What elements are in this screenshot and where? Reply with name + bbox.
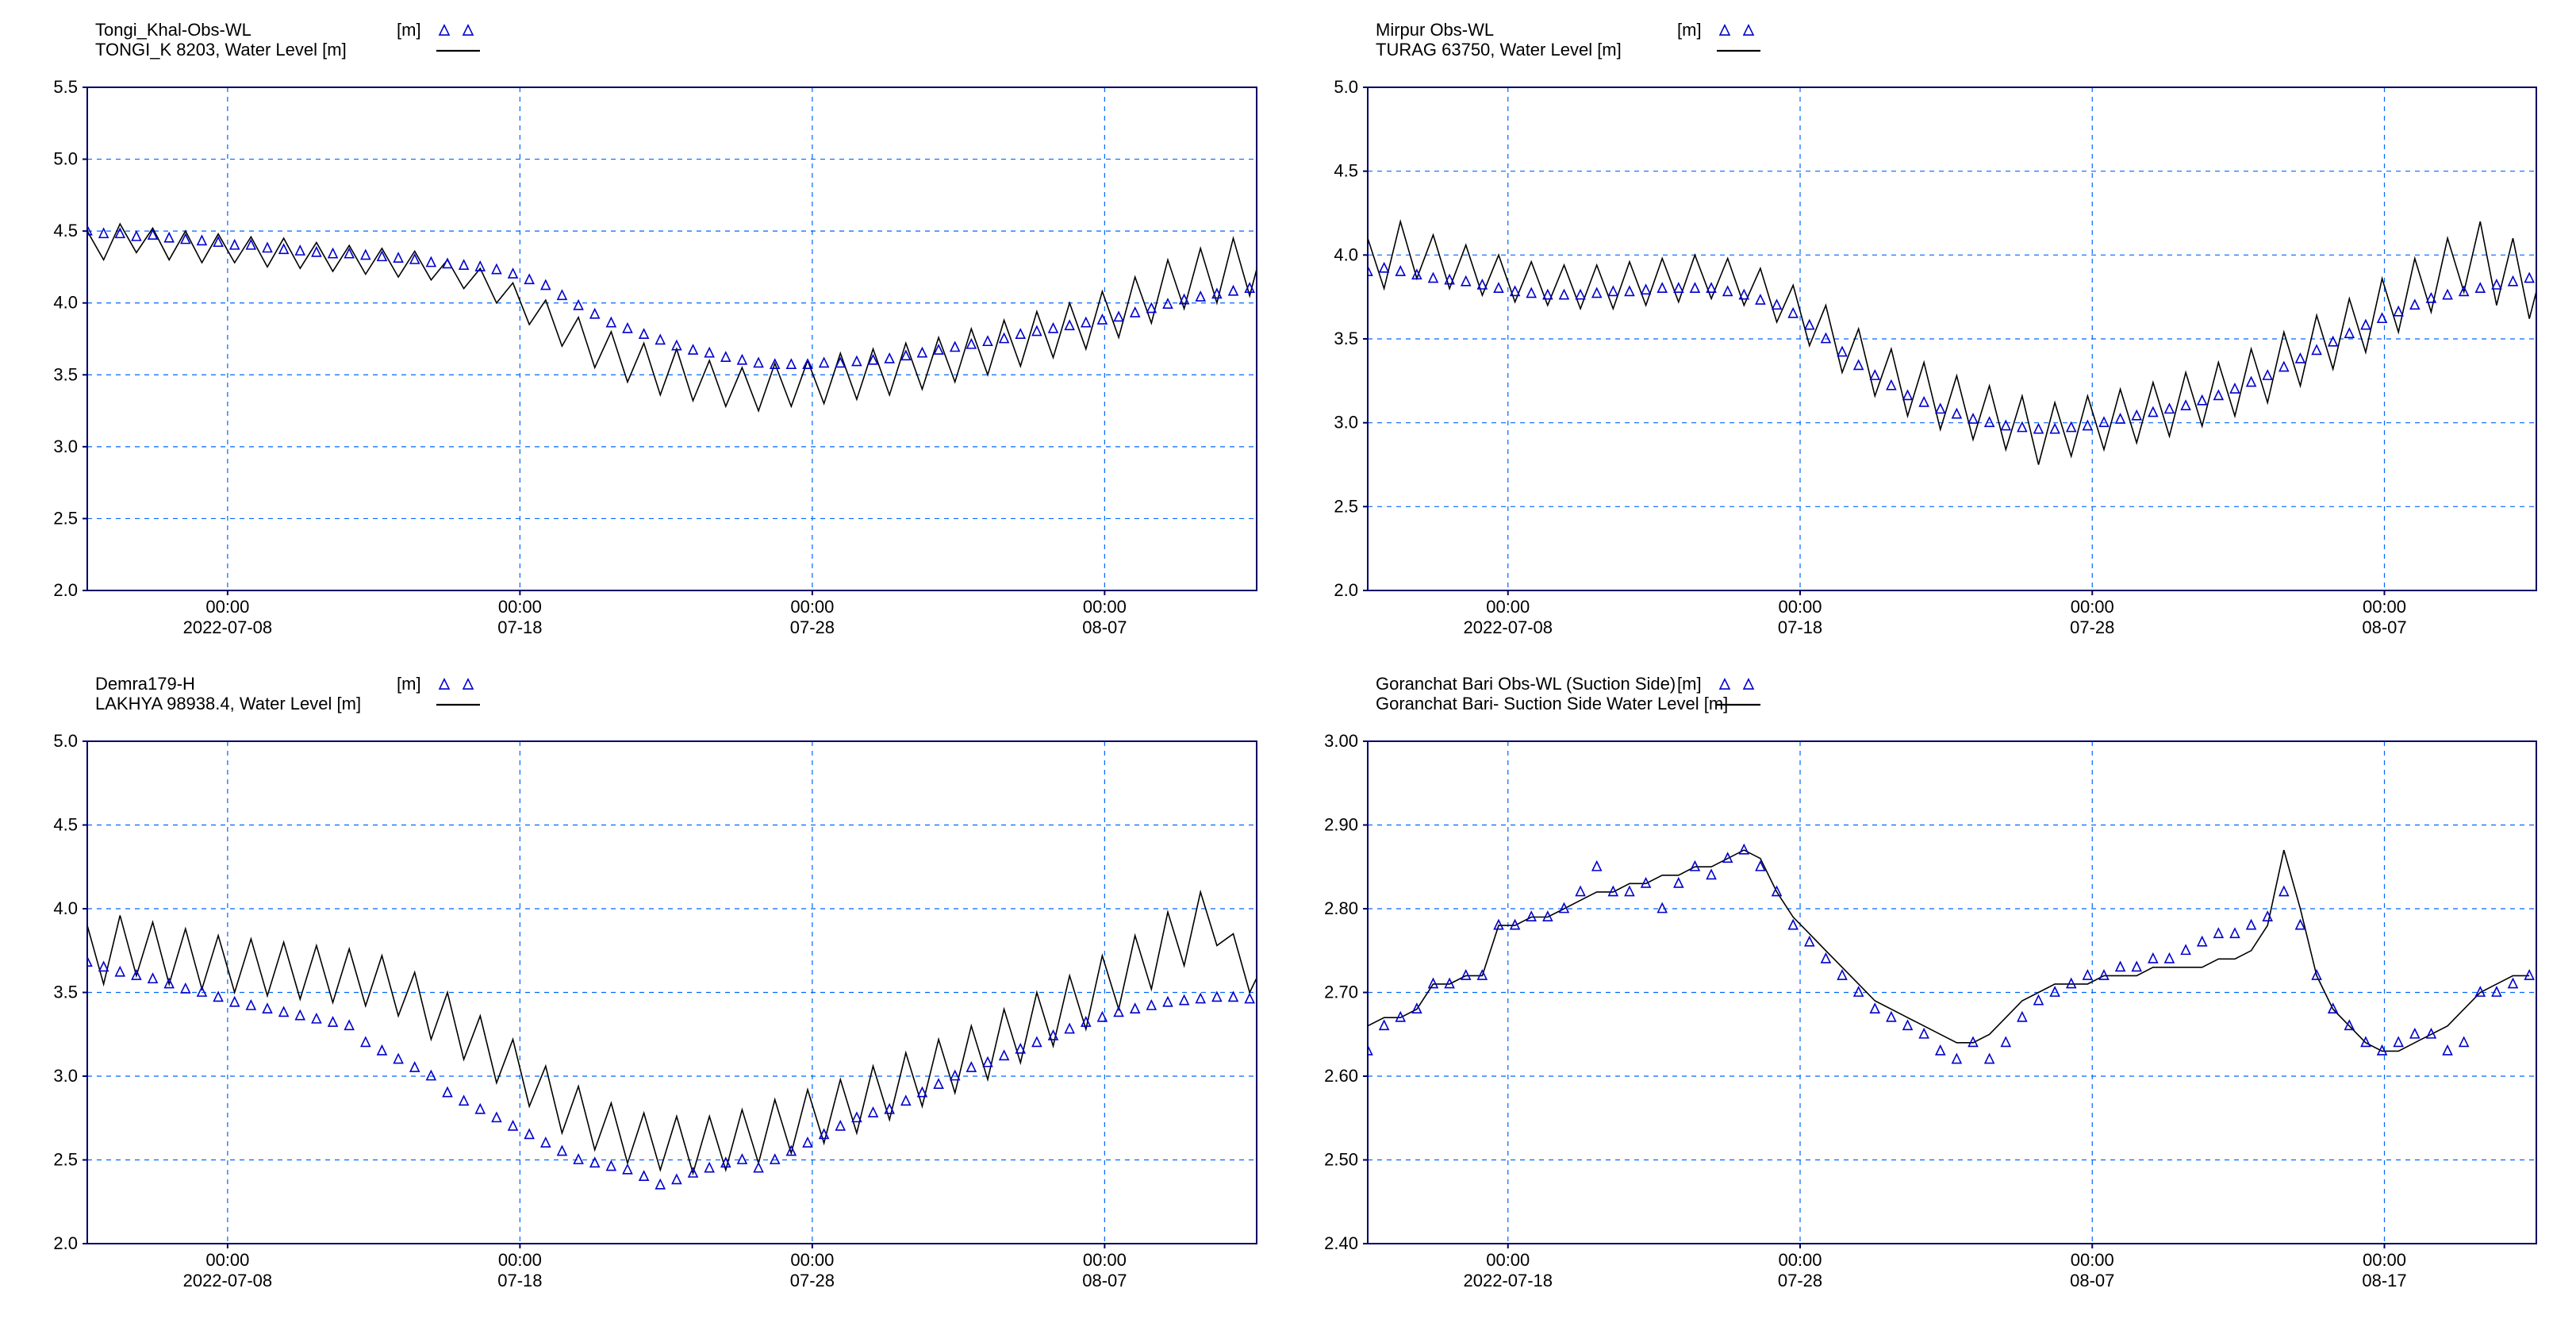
svg-text:08-17: 08-17 [2362,1271,2406,1290]
svg-text:5.5: 5.5 [53,77,78,97]
svg-text:07-18: 07-18 [497,617,542,637]
svg-text:[m]: [m] [397,674,421,694]
svg-text:3.0: 3.0 [53,1066,78,1086]
svg-text:08-07: 08-07 [1082,1271,1127,1290]
svg-text:Mirpur Obs-WL: Mirpur Obs-WL [1376,20,1494,40]
svg-text:TURAG 63750, Water Level [m]: TURAG 63750, Water Level [m] [1376,40,1622,60]
svg-text:2.5: 2.5 [53,1150,78,1170]
svg-text:00:00: 00:00 [790,1250,834,1270]
svg-text:2.0: 2.0 [1334,580,1358,600]
svg-text:2.60: 2.60 [1324,1066,1358,1086]
svg-text:Tongi_Khal-Obs-WL: Tongi_Khal-Obs-WL [95,20,251,40]
svg-text:00:00: 00:00 [790,597,834,617]
svg-text:2022-07-08: 2022-07-08 [183,1271,273,1290]
svg-text:00:00: 00:00 [205,597,249,617]
svg-text:3.5: 3.5 [1334,329,1358,348]
svg-text:00:00: 00:00 [2363,1250,2406,1270]
svg-text:00:00: 00:00 [1083,597,1127,617]
svg-text:5.0: 5.0 [53,149,78,169]
svg-text:3.0: 3.0 [53,437,78,456]
svg-text:4.0: 4.0 [1334,244,1358,264]
svg-text:3.0: 3.0 [1334,413,1358,433]
svg-text:07-18: 07-18 [1778,617,1822,637]
svg-text:2.90: 2.90 [1324,815,1358,835]
svg-text:00:00: 00:00 [2363,597,2406,617]
svg-text:00:00: 00:00 [205,1250,249,1270]
svg-text:08-07: 08-07 [2362,617,2406,637]
svg-text:2022-07-18: 2022-07-18 [1463,1271,1553,1290]
svg-text:07-28: 07-28 [790,617,835,637]
svg-text:3.5: 3.5 [53,364,78,384]
svg-text:2.0: 2.0 [53,580,78,600]
svg-text:5.0: 5.0 [1334,77,1358,97]
svg-text:4.5: 4.5 [1334,161,1358,181]
svg-text:2.40: 2.40 [1324,1233,1358,1253]
svg-text:00:00: 00:00 [1486,597,1530,617]
svg-text:TONGI_K 8203, Water Level [m]: TONGI_K 8203, Water Level [m] [95,40,347,60]
panel-mirpur: Mirpur Obs-WL [m] TURAG 63750, Water Level… [1296,16,2560,654]
svg-text:07-28: 07-28 [2070,617,2114,637]
svg-text:00:00: 00:00 [2071,597,2114,617]
svg-text:[m]: [m] [1677,20,1702,40]
svg-text:2.80: 2.80 [1324,898,1358,918]
svg-text:00:00: 00:00 [1486,1250,1530,1270]
svg-text:2.0: 2.0 [53,1233,78,1253]
svg-text:07-28: 07-28 [1778,1271,1822,1290]
svg-text:2.5: 2.5 [53,508,78,528]
svg-text:00:00: 00:00 [498,1250,542,1270]
svg-text:[m]: [m] [1677,674,1702,694]
svg-text:2.5: 2.5 [1334,496,1358,516]
chart-grid: Tongi_Khal-Obs-WL [m] TONGI_K 8203, Water … [0,0,2576,1323]
svg-text:Goranchat Bari Obs-WL (Suction: Goranchat Bari Obs-WL (Suction Side) [1376,674,1676,694]
svg-text:Goranchat Bari- Suction Side W: Goranchat Bari- Suction Side Water Level… [1376,694,1728,713]
svg-text:[m]: [m] [397,20,421,40]
svg-text:07-18: 07-18 [497,1271,542,1290]
svg-text:00:00: 00:00 [1083,1250,1127,1270]
svg-text:00:00: 00:00 [1778,597,1822,617]
svg-text:Demra179-H: Demra179-H [95,674,195,694]
svg-text:00:00: 00:00 [2071,1250,2114,1270]
svg-text:4.0: 4.0 [53,293,78,313]
svg-text:2022-07-08: 2022-07-08 [1463,617,1553,637]
svg-text:4.5: 4.5 [53,815,78,835]
svg-text:4.0: 4.0 [53,898,78,918]
svg-text:5.0: 5.0 [53,731,78,751]
svg-text:LAKHYA 98938.4, Water Level [m: LAKHYA 98938.4, Water Level [m] [95,694,361,713]
svg-text:08-07: 08-07 [1082,617,1127,637]
svg-text:2.70: 2.70 [1324,983,1358,1002]
panel-goranchat: Goranchat Bari Obs-WL (Suction Side)[m]G… [1296,670,2560,1307]
svg-text:3.00: 3.00 [1324,731,1358,751]
svg-text:00:00: 00:00 [1778,1250,1822,1270]
svg-text:4.5: 4.5 [53,221,78,240]
svg-text:2022-07-08: 2022-07-08 [183,617,273,637]
panel-tongi: Tongi_Khal-Obs-WL [m] TONGI_K 8203, Water … [16,16,1280,654]
panel-demra: Demra179-H [m] LAKHYA 98938.4, Water Level… [16,670,1280,1307]
svg-text:08-07: 08-07 [2070,1271,2114,1290]
svg-text:2.50: 2.50 [1324,1150,1358,1170]
svg-text:07-28: 07-28 [790,1271,835,1290]
svg-text:00:00: 00:00 [498,597,542,617]
svg-text:3.5: 3.5 [53,983,78,1002]
